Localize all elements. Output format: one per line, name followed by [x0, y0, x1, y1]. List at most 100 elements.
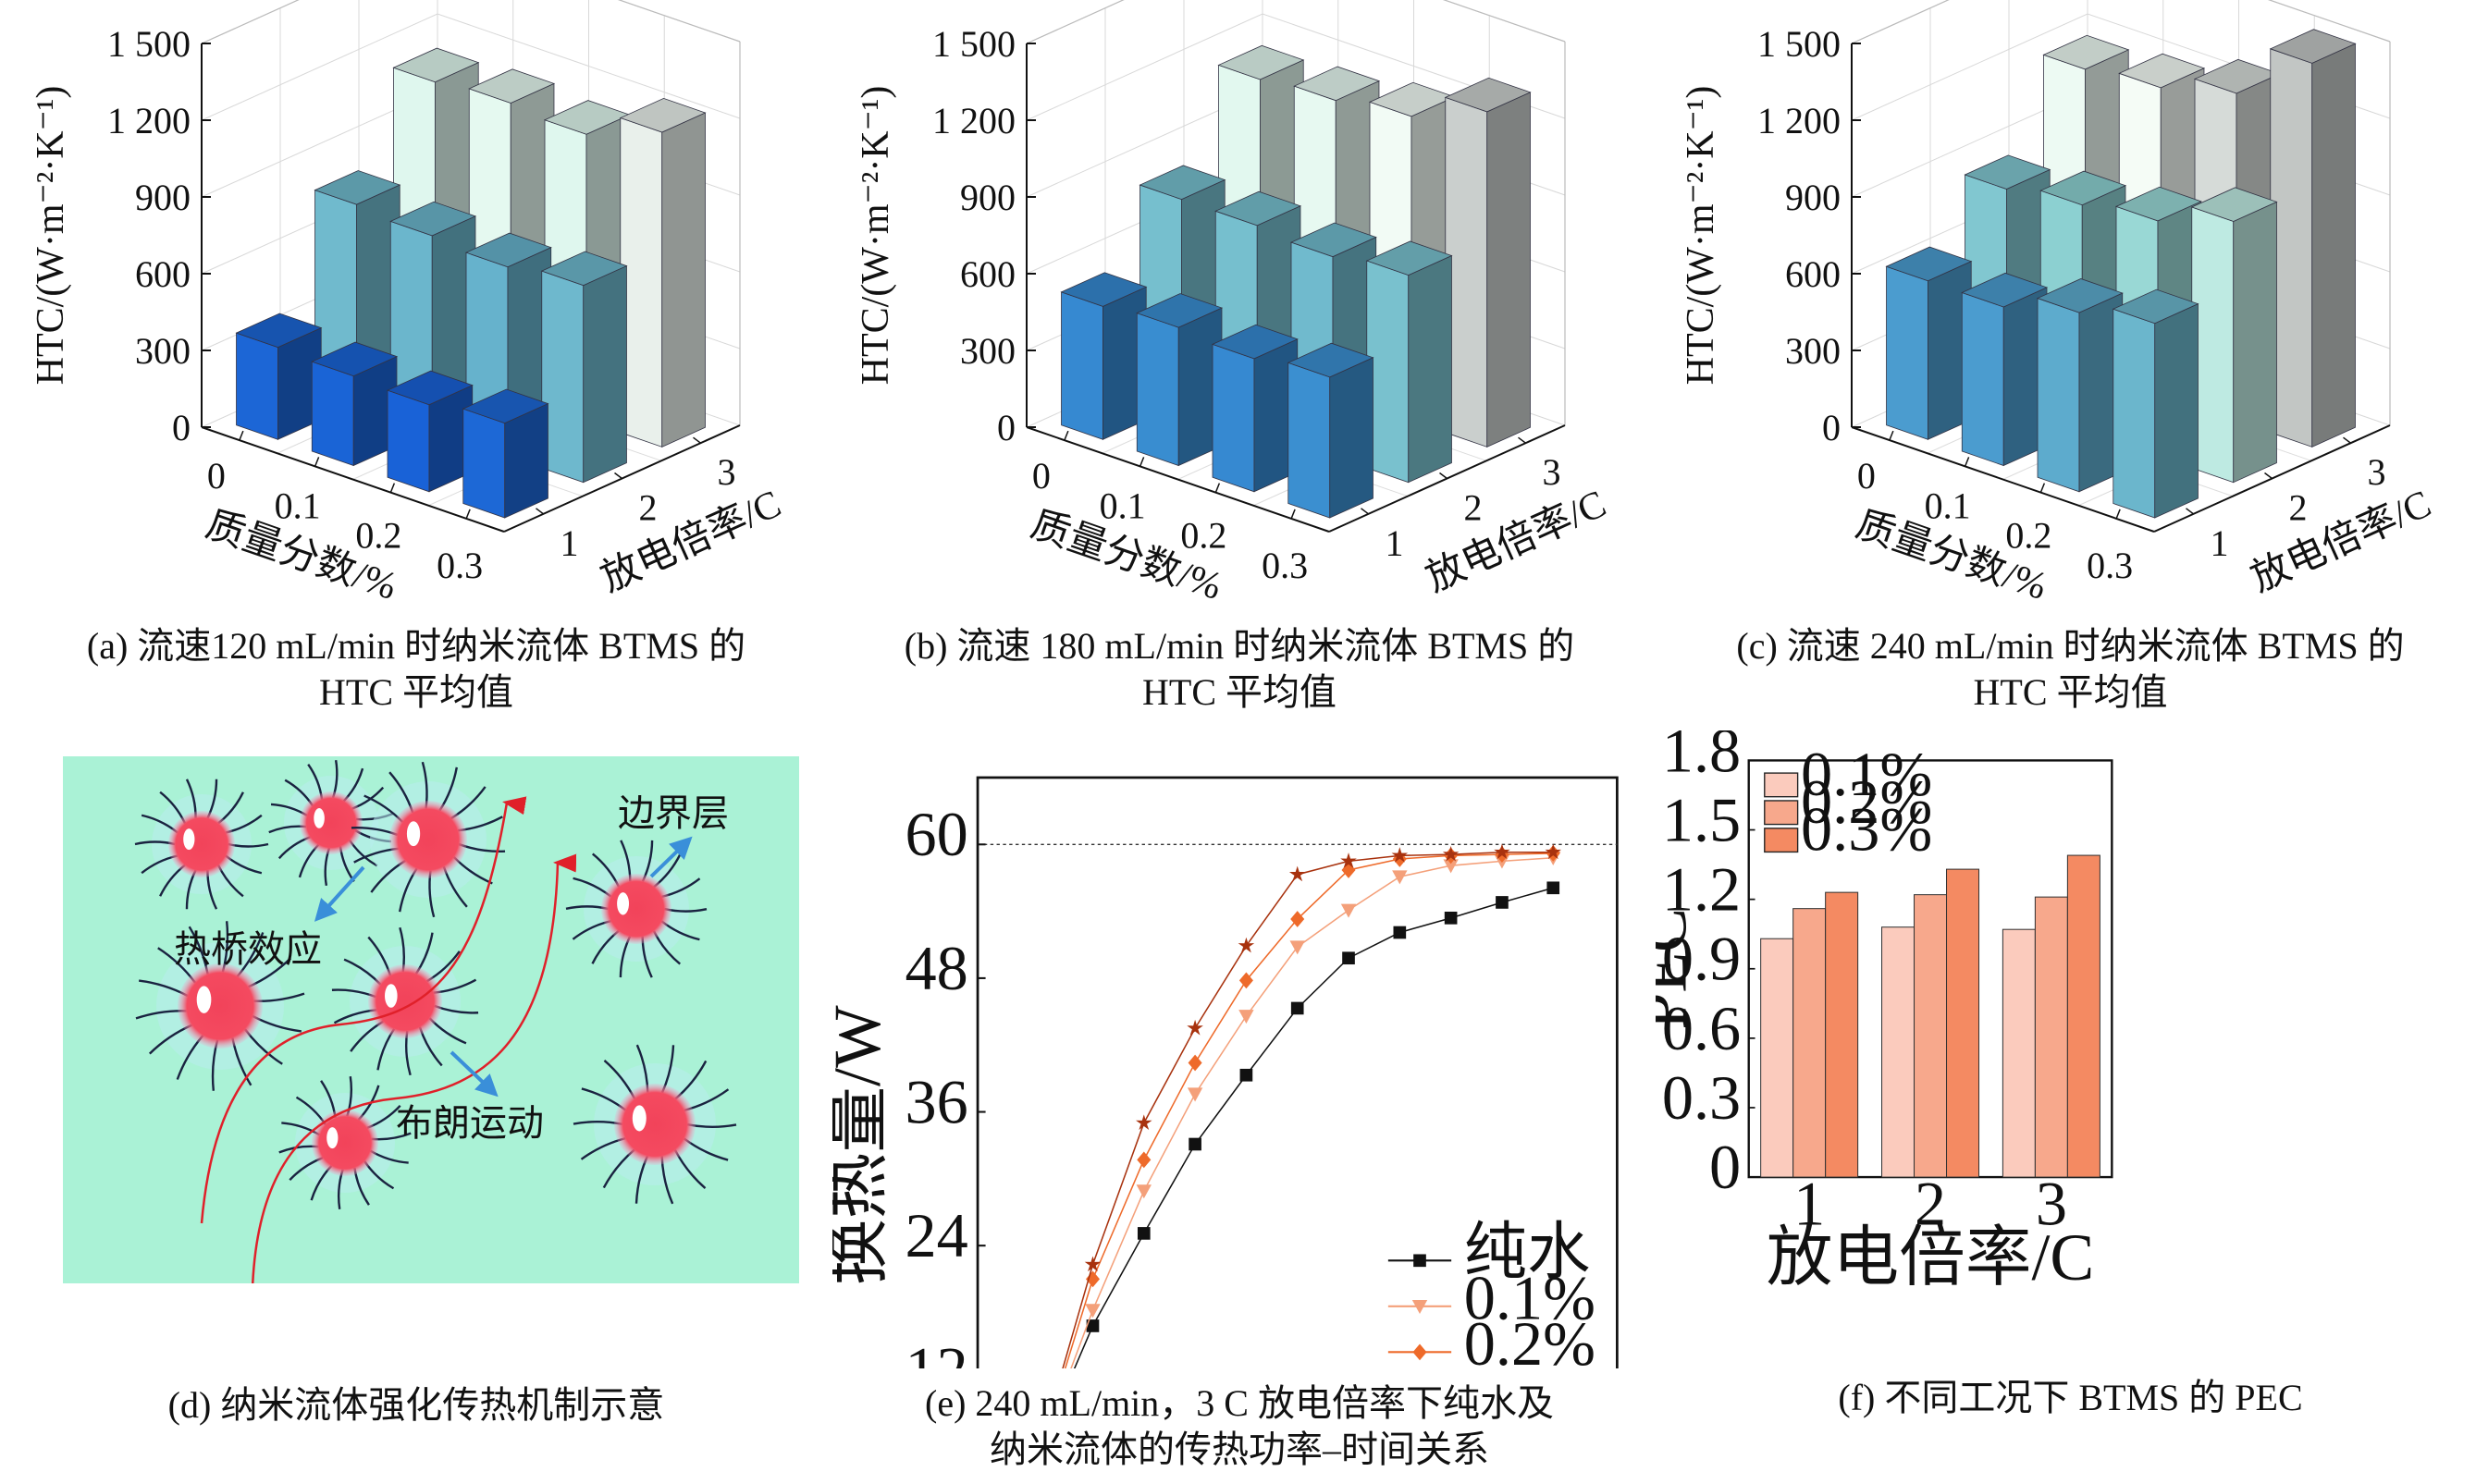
z-tick-label: 300 [135, 330, 191, 372]
bar-3d [619, 98, 707, 448]
caption-c-line2: HTC 平均值 [1973, 671, 2168, 713]
legend-swatch [1764, 800, 1799, 826]
z-tick-label: 900 [135, 177, 191, 218]
particle-highlight [632, 1105, 647, 1132]
x-axis-title: 放电倍率/C [1767, 1220, 2094, 1294]
x-tick-label: 0.1 [1100, 484, 1146, 526]
label-boundary-layer: 边界层 [618, 792, 729, 835]
y-tick [1518, 436, 1526, 444]
bar-face-top [1885, 246, 1973, 282]
bar-3d [1136, 293, 1224, 467]
legend-label: 0.2% [1464, 1308, 1595, 1368]
bar-face-top [468, 68, 556, 104]
y-tick-label: 1 [2211, 522, 2229, 564]
bar-face-top [540, 251, 628, 287]
marker-star [1288, 865, 1306, 882]
bar-face-front [1886, 265, 1928, 440]
chart-b-htc-180: 0 300 600 900 1 200 1 500 0 0.1 0.2 0.3 1 2 3 HTC/(W·… [855, 0, 1613, 608]
bar-face-top [1136, 293, 1224, 328]
series-0.3% [1062, 843, 1562, 1368]
bar-face-top [1217, 44, 1305, 80]
x-axis [1851, 426, 2155, 533]
y-tick [2186, 508, 2194, 515]
brownian-arrow-3 [450, 1050, 499, 1098]
y-tick-label: 3 [2368, 451, 2386, 493]
z-tick-label: 1 500 [107, 23, 191, 65]
marker-star [1238, 937, 1255, 953]
x-tick-label: 0.3 [437, 545, 483, 586]
bar-3d [1961, 272, 2049, 467]
particle-highlight [406, 821, 421, 847]
caption-c-line1: (c) 流速 240 mL/min 时纳米流体 BTMS 的 [1736, 625, 2405, 667]
legend-item: 0.1% [1764, 739, 1932, 809]
bar-face-top [2042, 34, 2130, 70]
marker-star [1494, 843, 1510, 860]
legend-item: 0.2% [1764, 767, 1932, 837]
y-tick-label: 0.3 [1662, 1062, 1741, 1133]
bar-face-side [661, 112, 706, 448]
nanoparticle [565, 840, 708, 978]
y-axis-title: 放电倍率/C [1420, 482, 1613, 600]
marker-square [1137, 1227, 1151, 1240]
brownian-arrow-2 [649, 836, 693, 878]
caption-e-line1: (e) 240 mL/min，3 C 放电倍率下纯水及 [925, 1382, 1554, 1424]
bar-0.1%-3 [2002, 928, 2036, 1178]
bars-3d [1885, 29, 2357, 519]
plot-frame [976, 776, 1619, 1368]
marker-triangle [1289, 940, 1305, 955]
x-tick [2039, 483, 2046, 493]
legend-item: 0.1% [1387, 1262, 1595, 1332]
bar-face-side [583, 264, 627, 484]
z-axis-title: HTC/(W·m⁻²·K⁻¹) [855, 86, 897, 386]
y-tick-label: 2 [2289, 487, 2308, 529]
bar-face-top [462, 388, 549, 424]
bar-face-side [1329, 357, 1374, 519]
bar-face-side [1408, 254, 1452, 484]
bar-face-top [389, 201, 477, 237]
z-tick-label: 1 500 [1757, 23, 1841, 65]
marker-diamond [1341, 862, 1356, 878]
bar-0.1%-1 [1760, 938, 1794, 1178]
bar-face-top [1964, 154, 2051, 190]
x-tick [239, 430, 244, 441]
legend-label: 0.1% [1464, 1262, 1595, 1332]
bar-face-top [1139, 165, 1226, 201]
particle-core [300, 791, 363, 854]
legend-label: 0.1% [1801, 739, 1932, 809]
x-tick [1290, 509, 1296, 520]
y-tick-label: 2 [1464, 487, 1483, 529]
x-tick-label: 0 [207, 455, 226, 497]
particle-core [368, 964, 442, 1038]
y-axis-title: 放电倍率/C [2245, 482, 2438, 600]
chart-a-htc-120: 0 300 600 900 1 200 1 500 0 0.1 0.2 0.3 1 2 3 HTC/(W·… [30, 0, 787, 608]
y-tick-label: 12 [905, 1334, 968, 1368]
x-tick [1139, 457, 1145, 467]
bar-face-top [1211, 324, 1299, 360]
marker-triangle [1085, 1304, 1101, 1318]
marker-diamond [1137, 1151, 1152, 1169]
x-tick-label: 3 [2036, 1168, 2067, 1238]
bar-face-front [462, 408, 506, 519]
y-tick-label: 48 [905, 933, 968, 1003]
y-tick-label: 24 [905, 1200, 968, 1270]
bar-3d [386, 370, 474, 493]
caption-f: (f) 不同工况下 BTMS 的 PEC [1665, 1375, 2476, 1421]
caption-c: (c) 流速 240 mL/min 时纳米流体 BTMS 的 HTC 平均值 [1665, 623, 2476, 716]
y-tick-label: 1.5 [1662, 784, 1741, 854]
marker-square [1342, 951, 1355, 965]
marker-triangle [1136, 1184, 1152, 1199]
bar-face-top [235, 313, 323, 349]
caption-a-line2: HTC 平均值 [319, 671, 513, 713]
caption-a: (a) 流速120 mL/min 时纳米流体 BTMS 的 HTC 平均值 [0, 623, 832, 716]
bar-face-front [311, 361, 354, 467]
frame-top [1026, 0, 1566, 44]
z-tick-label: 1 200 [1757, 100, 1841, 141]
x-tick-label: 2 [1915, 1168, 1946, 1238]
z-tick-label: 600 [960, 253, 1016, 295]
series-纯水 [1073, 881, 1560, 1368]
nanoparticle [135, 921, 305, 1091]
bar-face-top [2118, 53, 2206, 89]
y-tick-label: 1.2 [1662, 854, 1741, 925]
legend-swatch [1764, 828, 1799, 853]
